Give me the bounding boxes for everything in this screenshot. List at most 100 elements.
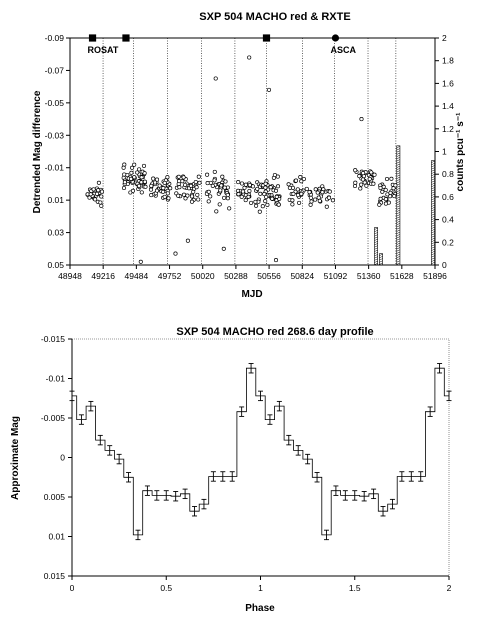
top-y2tick-label-9: 0.2 <box>442 237 454 247</box>
bottom-chart-plot-frame <box>72 339 449 576</box>
top-ytick-label-6: 0.03 <box>47 228 64 238</box>
top-point-389 <box>360 183 363 186</box>
top-point-184 <box>213 179 216 182</box>
top-point-50 <box>122 166 125 169</box>
top-point-126 <box>161 190 164 193</box>
top-point-121 <box>162 186 165 189</box>
rxte-bar-2 <box>397 146 400 265</box>
top-point-175 <box>205 173 208 176</box>
top-point-419 <box>393 194 396 197</box>
top-y2tick-label-5: 1 <box>442 147 447 157</box>
top-point-78 <box>133 163 136 166</box>
top-xtick-label-10: 51628 <box>390 271 414 281</box>
top-point-387 <box>368 177 371 180</box>
top-point-199 <box>222 196 225 199</box>
top-point-339 <box>305 187 308 190</box>
top-point-19 <box>100 204 103 207</box>
top-point-137 <box>194 180 197 183</box>
top-point-20 <box>97 181 100 184</box>
bottom-chart-xlabel: Phase <box>245 603 275 614</box>
bottom-xtick-label-3: 1.5 <box>349 583 361 593</box>
top-point-427 <box>274 258 277 261</box>
top-point-264 <box>259 192 262 195</box>
top-point-158 <box>178 186 181 189</box>
top-point-426 <box>174 252 177 255</box>
top-ytick-label-0: -0.09 <box>45 33 65 43</box>
top-point-344 <box>309 203 312 206</box>
top-point-307 <box>297 201 300 204</box>
top-point-234 <box>244 183 247 186</box>
top-point-383 <box>372 182 375 185</box>
top-point-401 <box>379 197 382 200</box>
top-point-133 <box>182 193 185 196</box>
top-point-166 <box>177 179 180 182</box>
top-xtick-label-8: 51092 <box>324 271 348 281</box>
top-ytick-label-3: -0.03 <box>45 130 65 140</box>
top-point-114 <box>163 195 166 198</box>
top-point-163 <box>182 176 185 179</box>
bottom-ytick-label-0: -0.015 <box>41 334 65 344</box>
top-point-325 <box>314 198 317 201</box>
top-chart-gridlines <box>103 38 396 265</box>
top-point-208 <box>211 184 214 187</box>
top-point-55 <box>144 185 147 188</box>
top-point-4 <box>100 195 103 198</box>
top-point-331 <box>325 205 328 208</box>
top-point-346 <box>327 196 330 199</box>
top-point-205 <box>220 184 223 187</box>
top-point-315 <box>296 188 299 191</box>
top-point-288 <box>261 205 264 208</box>
top-point-425 <box>222 247 225 250</box>
top-xtick-label-1: 49216 <box>91 271 115 281</box>
top-xtick-label-2: 49484 <box>125 271 149 281</box>
top-point-423 <box>360 117 363 120</box>
top-point-402 <box>384 197 387 200</box>
top-point-237 <box>241 190 244 193</box>
bottom-xtick-label-4: 2 <box>447 583 452 593</box>
top-point-378 <box>361 178 364 181</box>
top-point-233 <box>237 192 240 195</box>
top-point-314 <box>300 180 303 183</box>
top-y2tick-label-3: 1.4 <box>442 101 454 111</box>
top-point-246 <box>248 183 251 186</box>
top-point-169 <box>190 195 193 198</box>
top-y2tick-label-7: 0.6 <box>442 192 454 202</box>
top-point-129 <box>163 181 166 184</box>
top-point-358 <box>353 184 356 187</box>
top-ytick-label-2: -0.05 <box>45 98 65 108</box>
top-xtick-label-0: 48948 <box>58 271 82 281</box>
top-point-333 <box>331 199 334 202</box>
top-point-116 <box>166 192 169 195</box>
top-point-24 <box>95 192 98 195</box>
top-point-422 <box>267 88 270 91</box>
top-point-415 <box>389 191 392 194</box>
top-point-348 <box>328 190 331 193</box>
top-point-416 <box>384 202 387 205</box>
top-point-297 <box>264 182 267 185</box>
top-point-25 <box>100 190 103 193</box>
top-point-396 <box>390 177 393 180</box>
top-point-341 <box>309 196 312 199</box>
top-point-370 <box>354 181 357 184</box>
top-chart-axes: 48948 49216 49484 49752 50020 50288 50556 50824… <box>45 33 454 281</box>
top-point-353 <box>310 200 313 203</box>
top-point-27 <box>97 189 100 192</box>
top-point-176 <box>221 175 224 178</box>
top-ytick-label-1: -0.07 <box>45 65 65 75</box>
top-point-165 <box>197 198 200 201</box>
top-point-75 <box>143 172 146 175</box>
bottom-chart-ylabel: Approximate Mag <box>10 416 21 500</box>
top-point-388 <box>361 171 364 174</box>
top-point-395 <box>385 177 388 180</box>
top-point-28 <box>88 196 91 199</box>
top-point-188 <box>215 210 218 213</box>
top-point-251 <box>266 203 269 206</box>
top-point-194 <box>223 186 226 189</box>
annotation-0-label: ROSAT <box>88 45 119 55</box>
top-point-412 <box>394 184 397 187</box>
top-point-310 <box>287 183 290 186</box>
annotation-0-marker-0 <box>89 34 96 41</box>
annotation-1-label: ASCA <box>330 45 356 55</box>
top-point-354 <box>317 196 320 199</box>
